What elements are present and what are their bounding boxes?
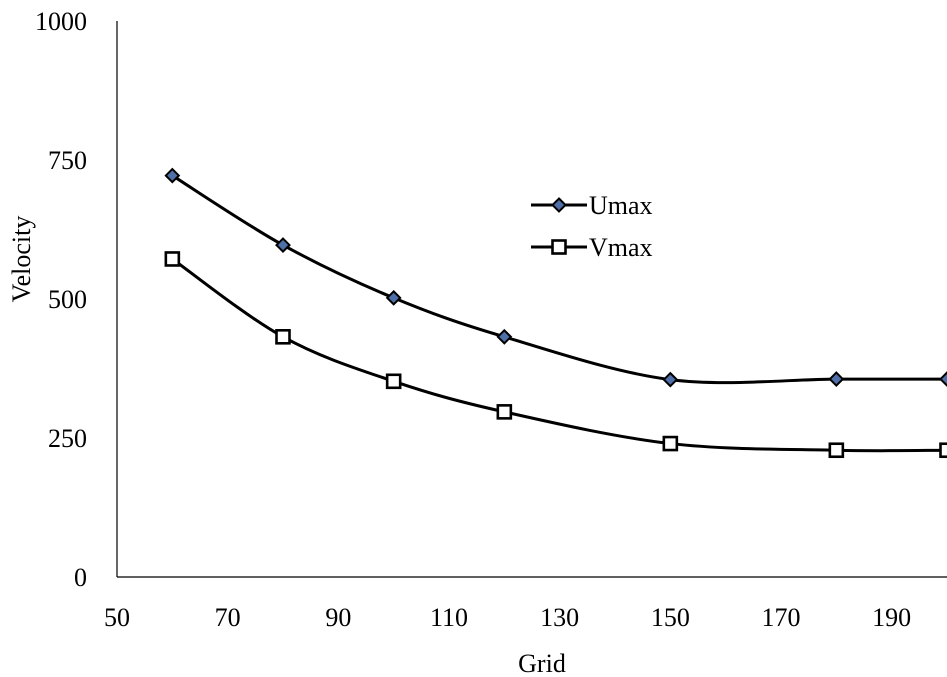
legend: Umax Vmax (531, 191, 653, 262)
series-lines (171, 174, 947, 453)
y-axis-title: Velocity (7, 216, 36, 303)
legend-marker-vmax (551, 239, 567, 255)
y-tick-label: 1000 (35, 7, 87, 36)
data-point-umax (662, 371, 679, 388)
x-tick-label: 70 (215, 603, 241, 632)
y-tick-label: 500 (48, 285, 87, 314)
legend-label-vmax: Vmax (589, 233, 653, 262)
axes (116, 21, 947, 578)
x-tick-label: 90 (325, 603, 351, 632)
data-point-vmax (828, 442, 845, 459)
data-point-umax (496, 328, 513, 345)
y-tick-label: 250 (48, 424, 87, 453)
x-axis-title: Grid (518, 649, 566, 677)
data-point-vmax (164, 251, 181, 267)
data-point-umax (939, 371, 947, 387)
x-tick-label: 150 (651, 603, 690, 632)
x-tick-label: 170 (762, 603, 801, 632)
legend-marker-umax (551, 197, 567, 213)
data-point-umax (275, 237, 291, 253)
data-point-vmax (496, 404, 513, 420)
series-markers (164, 167, 947, 459)
y-tick-labels: 0 250 500 750 1000 (35, 7, 87, 592)
y-tick-label: 750 (48, 146, 87, 175)
x-tick-label: 130 (540, 603, 579, 632)
legend-label-umax: Umax (589, 191, 653, 220)
data-point-umax (164, 167, 181, 184)
data-point-vmax (662, 435, 679, 452)
y-tick-label: 0 (74, 563, 87, 592)
x-tick-label: 190 (872, 603, 911, 632)
data-point-vmax (385, 373, 402, 390)
data-point-vmax (939, 442, 947, 459)
x-tick-label: 110 (430, 603, 468, 632)
data-point-vmax (275, 329, 291, 345)
x-tick-label: 50 (104, 603, 130, 632)
x-tick-labels: 50 70 90 110 130 150 170 190 (104, 603, 911, 632)
data-point-umax (385, 289, 402, 306)
data-point-umax (828, 371, 845, 387)
